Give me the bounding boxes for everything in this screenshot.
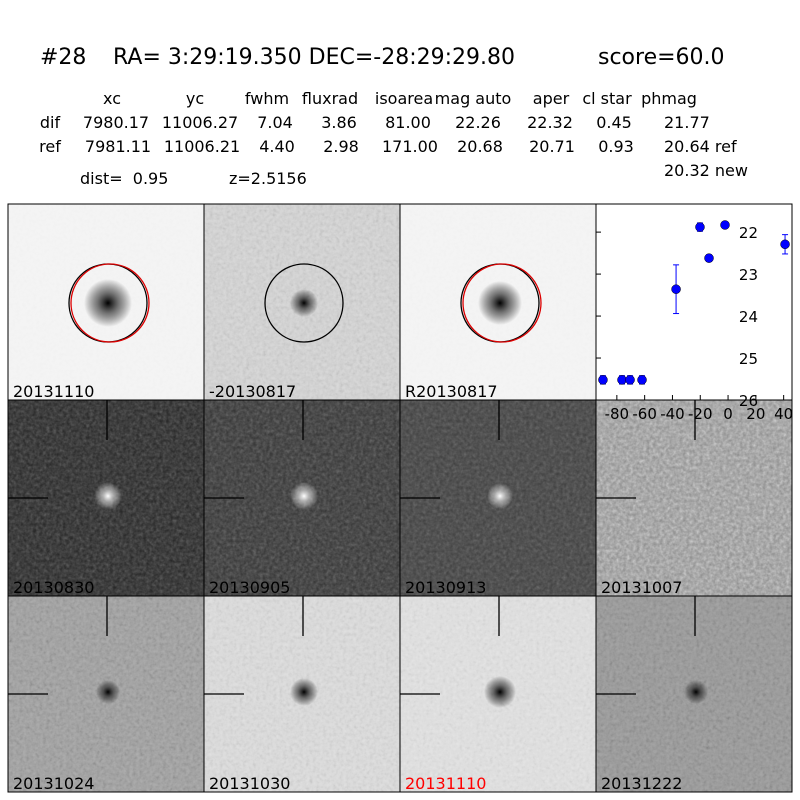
data-point [695,222,705,232]
table-cell: 20.71 [529,137,575,156]
table-cell: 0.45 [596,113,632,132]
distance: dist= 0.95 [80,169,168,188]
image-panel: 20131110 [7,203,205,401]
source [290,678,318,706]
image-panel: 20130905 [203,399,401,597]
panel-label: R20130817 [405,382,498,401]
phmag-new: 20.32 new [664,161,748,180]
column-header: mag auto [435,89,512,108]
table-cell: 7.04 [257,113,293,132]
table-cell: 11006.27 [162,113,238,132]
table-cell: 81.00 [385,113,431,132]
column-header: fluxrad [302,89,358,108]
table-cell: 20.68 [457,137,503,156]
candidate-id: #28 [40,45,86,70]
panel-frame [595,595,793,793]
source [290,482,318,510]
image-panel: 20131222 [595,595,793,793]
image-panel: 20130830 [7,399,205,597]
data-point [625,375,635,385]
plot-background [595,203,793,401]
data-point [671,284,681,294]
table-cell: 7980.17 [83,113,149,132]
x-tick-label: -80 [605,405,630,423]
table-cell: 21.77 [664,113,710,132]
table-cell: 22.26 [455,113,501,132]
data-point [617,375,627,385]
panel-label: 20131030 [209,774,290,793]
column-header: aper [533,89,570,108]
column-header: fwhm [245,89,289,108]
source [84,279,132,327]
image-panel: 20131030 [203,595,401,793]
table-cell: 11006.21 [164,137,240,156]
y-tick-label: 23 [739,266,758,284]
panel-label: 20131007 [601,578,682,597]
table-cell: 2.98 [323,137,359,156]
x-tick-label: -40 [660,405,685,423]
aperture-circle [462,263,542,343]
table-cell: 3.86 [321,113,357,132]
panel-label: 20130905 [209,578,290,597]
column-header: isoarea [375,89,433,108]
data-point [637,375,647,385]
data-point [704,253,714,263]
column-header: yc [186,89,204,108]
panel-label: 20131110 [13,382,94,401]
table-cell: 20.64 ref [664,137,737,156]
panel-label: -20130817 [209,382,296,401]
table-cell: 7981.11 [85,137,151,156]
source [487,483,513,509]
source [96,680,120,704]
x-tick-label: -20 [688,405,713,423]
source [478,281,522,325]
table-cell: dif [40,113,61,132]
data-point [720,220,730,230]
data-point [598,375,608,385]
image-panel: 20130913 [399,399,597,597]
panel-label: 20131024 [13,774,94,793]
y-tick-label: 22 [739,224,758,242]
table-cell: 0.93 [598,137,634,156]
source [684,680,708,704]
x-tick-label: 0 [723,405,733,423]
x-tick-label: 20 [746,405,765,423]
coordinates: RA= 3:29:19.350 DEC=-28:29:29.80 [113,45,515,70]
redshift: z=2.5156 [229,169,307,188]
source [94,482,122,510]
data-point [780,239,790,250]
table-cell: 4.40 [259,137,295,156]
x-tick-label: 40 [774,405,793,423]
table-cell: 171.00 [382,137,438,156]
image-panel: -20130817 [203,203,401,401]
image-panel: 20131024 [7,595,205,793]
y-tick-label: 25 [739,350,758,368]
panel-label: 20131110 [405,774,486,793]
aperture-circle [70,263,150,343]
y-tick-label: 24 [739,308,758,326]
source [484,676,516,708]
table-cell: 22.32 [527,113,573,132]
x-tick-label: -60 [632,405,657,423]
source [290,289,318,317]
table-cell: ref [39,137,61,156]
panel-label: 20130913 [405,578,486,597]
image-panel: 20131110 [399,595,597,793]
column-header: phmag [641,89,697,108]
column-header: xc [103,89,121,108]
panel-label: 20130830 [13,578,94,597]
score: score=60.0 [598,45,725,70]
aperture-circle [264,263,344,343]
y-tick-label: 26 [739,392,758,410]
image-panel: R20130817 [399,203,597,401]
panel-label: 20131222 [601,774,682,793]
column-header: cl star [582,89,632,108]
image-panel: 20131007 [595,399,793,597]
